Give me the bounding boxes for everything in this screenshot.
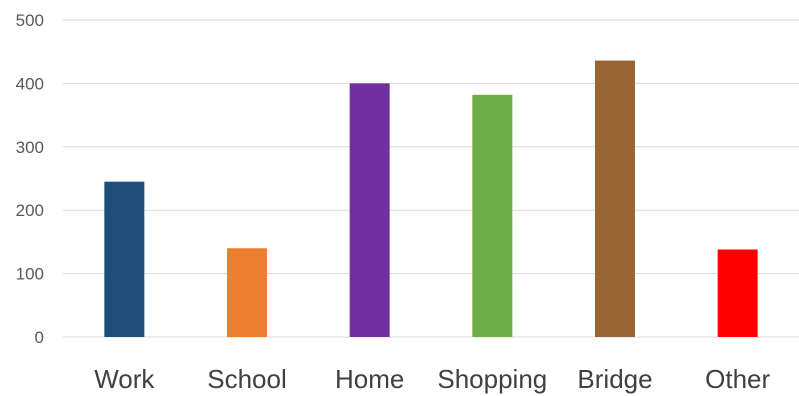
bar-other	[717, 249, 758, 337]
x-tick-label-home: Home	[335, 364, 404, 394]
y-tick-label: 400	[16, 74, 44, 93]
bars	[104, 60, 758, 338]
x-tick-label-shopping: Shopping	[437, 364, 547, 394]
bar-home	[349, 83, 390, 338]
y-tick-label: 300	[16, 138, 44, 157]
y-axis-ticks: 0 100 200 300 400 500	[16, 11, 44, 347]
x-tick-label-school: School	[207, 364, 287, 394]
gridlines	[63, 19, 799, 338]
x-tick-label-bridge: Bridge	[577, 364, 652, 394]
bar-school	[227, 248, 267, 337]
y-tick-label: 0	[35, 328, 44, 347]
x-tick-label-other: Other	[705, 364, 770, 394]
bar-shopping	[472, 94, 513, 337]
bar-work	[104, 181, 145, 337]
y-tick-label: 200	[16, 201, 44, 220]
x-axis-ticks: Work School Home Shopping Bridge Other	[94, 364, 770, 394]
bar-bridge	[595, 60, 635, 338]
x-tick-label-work: Work	[94, 364, 155, 394]
y-tick-label: 100	[16, 265, 44, 284]
y-tick-label: 500	[16, 11, 44, 30]
